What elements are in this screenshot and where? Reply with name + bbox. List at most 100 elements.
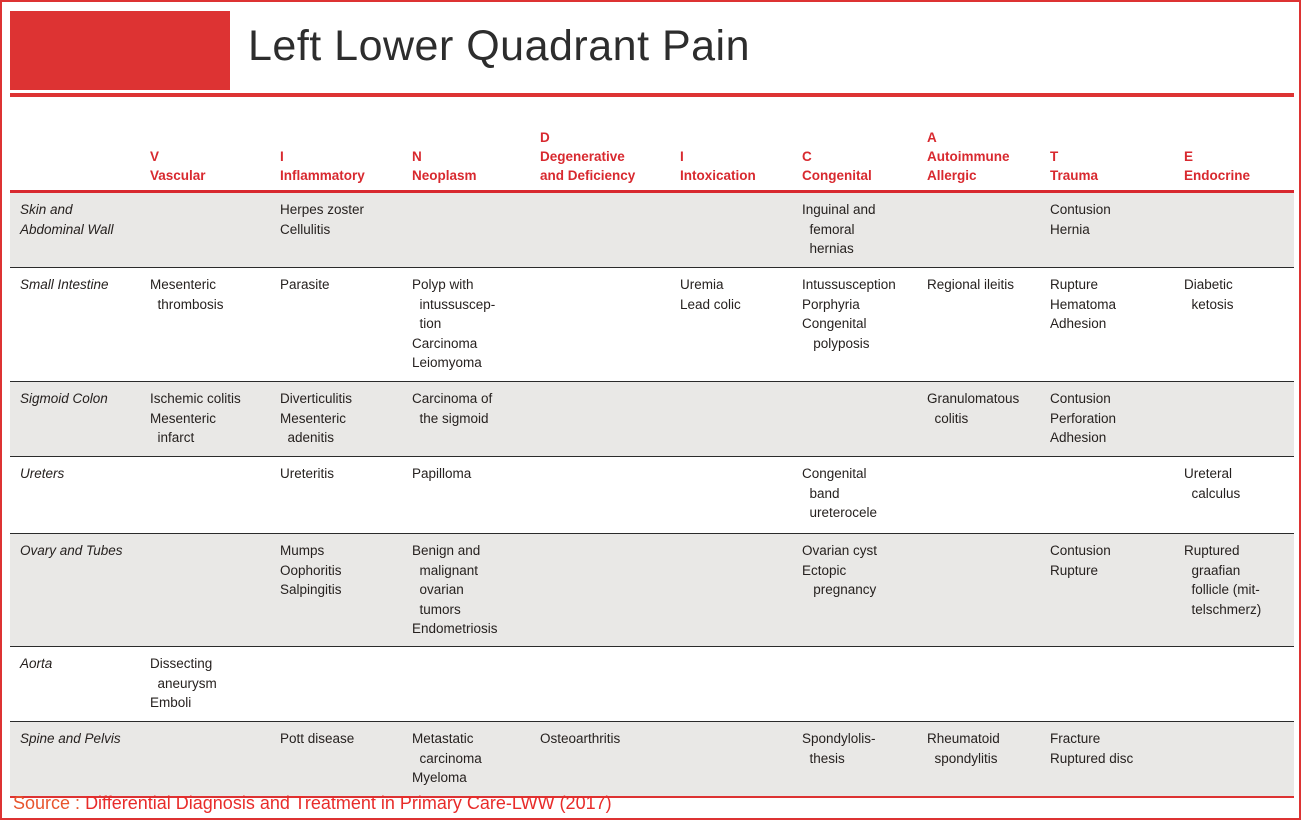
table-cell-endocrine (1174, 193, 1294, 267)
source-label: Source : (13, 793, 81, 813)
column-letter: I (280, 149, 284, 164)
row-header-region: Ovary and Tubes (20, 543, 123, 558)
table-cell-trauma (1040, 647, 1174, 721)
table-cell-congenital: Spondylolis- thesis (802, 731, 876, 766)
table-cell-trauma: Rupture Hematoma Adhesion (1050, 277, 1117, 331)
column-header-intoxication: I Intoxication (670, 147, 792, 187)
table-cell-neoplasm: Carcinoma of the sigmoid (412, 391, 493, 426)
column-header-congenital: C Congenital (792, 147, 917, 187)
row-header-region: Skin and Abdominal Wall (20, 202, 114, 237)
table-cell-vascular: Mesenteric thrombosis (150, 277, 224, 312)
table-cell-degenerative: Osteoarthritis (540, 731, 621, 746)
column-name: Intoxication (680, 168, 756, 183)
column-letter: N (412, 149, 422, 164)
table-cell-inflammatory: Parasite (280, 277, 330, 292)
table-cell-autoimmune (917, 647, 1040, 721)
column-name: Congenital (802, 168, 872, 183)
column-header-neoplasm: N Neoplasm (402, 147, 530, 187)
table-cell-endocrine (1174, 647, 1294, 721)
table-cell-vascular: Dissecting aneurysm Emboli (150, 656, 217, 710)
table-cell-neoplasm (402, 193, 530, 267)
column-header-inflammatory: I Inflammatory (270, 147, 402, 187)
row-header-region: Small Intestine (20, 277, 109, 292)
table-cell-congenital: Intussusception Porphyria Congenital pol… (802, 277, 896, 351)
column-header-endocrine: E Endocrine (1174, 147, 1294, 187)
column-name: Degenerative and Deficiency (540, 149, 636, 183)
row-header-region: Sigmoid Colon (20, 391, 108, 406)
table-cell-degenerative (530, 268, 670, 381)
table-cell-congenital: Inguinal and femoral hernias (802, 202, 876, 256)
table-cell-intoxication (670, 193, 792, 267)
table-cell-inflammatory: Mumps Oophoritis Salpingitis (280, 543, 342, 597)
table-cell-endocrine (1174, 382, 1294, 456)
table-cell-inflammatory: Pott disease (280, 731, 355, 746)
table-row: Ovary and Tubes Mumps Oophoritis Salpingi… (10, 533, 1294, 646)
table-header-row: V Vascular I Inflammatory N Neoplasm D Degenera… (10, 102, 1294, 193)
table-cell-intoxication (670, 382, 792, 456)
column-header-trauma: T Trauma (1040, 147, 1174, 187)
table-cell-degenerative (530, 457, 670, 533)
table-cell-intoxication (670, 534, 792, 646)
table-cell-autoimmune: Rheumatoid spondylitis (927, 731, 1000, 766)
column-name: Trauma (1050, 168, 1099, 183)
table-cell-autoimmune (917, 534, 1040, 646)
table-cell-inflammatory: Herpes zoster Cellulitis (280, 202, 365, 237)
table-cell-degenerative (530, 382, 670, 456)
table-cell-autoimmune: Granulomatous colitis (927, 391, 1020, 426)
table-cell-vascular (140, 722, 270, 796)
table-cell-neoplasm: Papilloma (412, 466, 472, 481)
column-letter: E (1184, 149, 1194, 164)
column-letter: A (927, 130, 937, 145)
table-cell-vascular: Ischemic colitis Mesenteric infarct (150, 391, 241, 445)
column-letter: I (680, 149, 684, 164)
column-name: Inflammatory (280, 168, 365, 183)
page-title: Left Lower Quadrant Pain (248, 22, 751, 70)
column-name: Vascular (150, 168, 206, 183)
table-cell-endocrine: Ureteral calculus (1184, 466, 1241, 501)
table-cell-neoplasm: Benign and malignant ovarian tumors Endo… (412, 543, 498, 636)
table-cell-vascular (140, 457, 270, 533)
source-citation: Source : Differential Diagnosis and Trea… (13, 791, 612, 815)
column-letter: D (540, 130, 550, 145)
column-letter: C (802, 149, 812, 164)
column-header-autoimmune: A Autoimmune Allergic (917, 128, 1040, 187)
column-header-vascular: V Vascular (140, 147, 270, 187)
column-name: Endocrine (1184, 168, 1251, 183)
column-letter: V (150, 149, 160, 164)
column-header-region (10, 185, 140, 187)
table-cell-congenital (792, 382, 917, 456)
table-cell-trauma: Contusion Perforation Adhesion (1050, 391, 1117, 445)
table-cell-autoimmune (917, 193, 1040, 267)
title-banner-block (10, 11, 230, 90)
table-cell-autoimmune (917, 457, 1040, 533)
table-cell-neoplasm (402, 647, 530, 721)
table-row: Ureters Ureteritis Papilloma Congenital ban… (10, 456, 1294, 533)
row-header-region: Spine and Pelvis (20, 731, 121, 746)
column-name: Autoimmune Allergic (927, 149, 1010, 183)
table-cell-trauma: Contusion Rupture (1050, 543, 1111, 578)
table-row: Aorta Dissecting aneurysm Emboli (10, 646, 1294, 721)
source-text: Differential Diagnosis and Treatment in … (85, 793, 612, 813)
table-cell-neoplasm: Metastatic carcinoma Myeloma (412, 731, 482, 785)
table-row: Spine and Pelvis Pott disease Metastatic c… (10, 721, 1294, 798)
table-cell-trauma (1040, 457, 1174, 533)
table-cell-intoxication (670, 722, 792, 796)
table-cell-inflammatory: Diverticulitis Mesenteric adenitis (280, 391, 353, 445)
table-cell-neoplasm: Polyp with intussuscep- tion Carcinoma L… (412, 277, 496, 370)
table-cell-degenerative (530, 193, 670, 267)
table-cell-trauma: Fracture Ruptured disc (1050, 731, 1134, 766)
table-cell-congenital: Congenital band ureterocele (802, 466, 878, 520)
table-cell-intoxication (670, 647, 792, 721)
diagnosis-table: V Vascular I Inflammatory N Neoplasm D Degenera… (10, 102, 1294, 798)
table-cell-intoxication (670, 457, 792, 533)
column-letter: T (1050, 149, 1059, 164)
table-cell-congenital (792, 647, 917, 721)
table-cell-trauma: Contusion Hernia (1050, 202, 1111, 237)
table-body: Skin and Abdominal Wall Herpes zoster Cel… (10, 193, 1294, 798)
column-name: Neoplasm (412, 168, 477, 183)
table-cell-autoimmune: Regional ileitis (927, 277, 1015, 292)
table-cell-inflammatory: Ureteritis (280, 466, 335, 481)
column-header-degenerative: D Degenerative and Deficiency (530, 128, 670, 187)
table-cell-inflammatory (270, 647, 402, 721)
